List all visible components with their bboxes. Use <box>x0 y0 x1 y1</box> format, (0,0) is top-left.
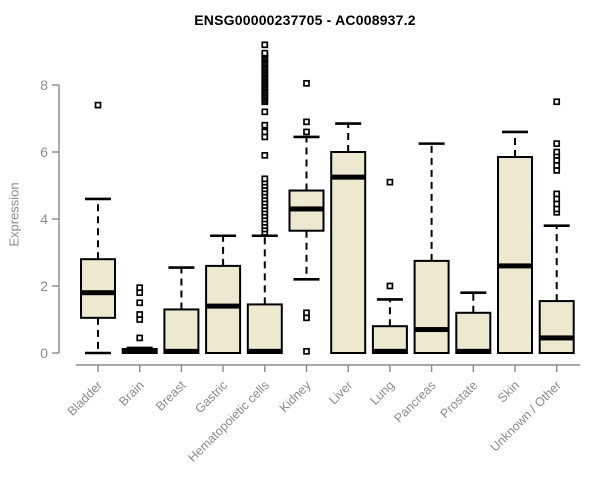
median-line <box>539 335 574 341</box>
box-group-bladder <box>80 101 116 355</box>
median-line <box>498 263 532 269</box>
outlier-point <box>553 140 561 147</box>
category-label: Unknown / Other <box>488 378 564 454</box>
median-line <box>81 290 115 296</box>
y-tick-label: 0 <box>40 345 48 361</box>
category-label: Lung <box>367 378 397 408</box>
median-line <box>372 348 407 354</box>
outlier-point <box>261 152 269 159</box>
category-label: Gastric <box>192 378 230 416</box>
box-group-brain <box>121 284 158 355</box>
outlier-point <box>261 41 269 49</box>
category-label: Kidney <box>277 378 314 415</box>
outlier-point <box>386 178 394 186</box>
y-tick-label: 6 <box>40 144 48 160</box>
box-group-lung <box>371 178 408 355</box>
outlier-point <box>553 190 561 198</box>
outlier-point <box>261 175 269 183</box>
median-line <box>206 303 241 309</box>
outlier-point <box>553 148 561 156</box>
chart-title: ENSG00000237705 - AC008937.2 <box>194 12 416 28</box>
median-line <box>456 348 491 354</box>
outlier-point <box>261 49 269 57</box>
box-group-gastric <box>205 234 242 354</box>
outlier-point <box>136 334 144 342</box>
outlier-point <box>303 128 310 136</box>
box-group-breast <box>163 266 200 355</box>
iqr-box <box>246 303 283 354</box>
outlier-point <box>303 347 310 355</box>
iqr-box <box>205 264 242 354</box>
category-label: Liver <box>326 378 355 407</box>
category-label: Skin <box>495 378 522 405</box>
iqr-box <box>497 156 533 354</box>
median-line <box>331 174 366 180</box>
median-line <box>414 327 449 333</box>
outlier-point <box>261 128 269 136</box>
iqr-box <box>538 300 575 355</box>
outlier-point <box>303 118 310 126</box>
outlier-point <box>94 101 102 109</box>
outlier-point <box>136 311 144 318</box>
outlier-point <box>553 98 561 106</box>
median-line <box>247 348 282 354</box>
outlier-point <box>303 309 310 317</box>
box-group-kidney <box>288 79 325 355</box>
box-group-prostate <box>455 291 492 354</box>
y-tick-label: 8 <box>40 77 48 93</box>
y-axis: 0 2 4 6 8 <box>40 77 60 361</box>
box-group-liver <box>330 122 367 354</box>
iqr-box <box>163 308 200 355</box>
outlier-point <box>136 284 144 292</box>
outlier-point <box>261 108 269 116</box>
box-group-skin <box>497 130 533 354</box>
category-label: Brain <box>116 378 147 409</box>
iqr-box <box>413 259 450 354</box>
median-line <box>289 206 324 212</box>
y-tick-label: 2 <box>40 278 48 294</box>
box-group-unknown-other <box>538 98 575 355</box>
outlier-point <box>303 79 310 87</box>
box-group-hematopoietic-cells <box>246 41 283 354</box>
category-label: Hematopoietic cells <box>185 378 272 465</box>
median-line <box>122 348 157 354</box>
category-label: Prostate <box>438 378 481 421</box>
iqr-box <box>330 151 367 354</box>
outlier-point <box>261 121 269 129</box>
iqr-box <box>455 311 492 354</box>
category-label: Bladder <box>65 378 105 418</box>
y-tick-label: 4 <box>40 211 48 227</box>
category-label: Breast <box>153 378 189 414</box>
iqr-box <box>80 258 116 319</box>
box-group-pancreas <box>413 142 450 354</box>
outlier-point <box>136 299 144 307</box>
median-line <box>164 348 199 354</box>
category-label: Pancreas <box>391 378 438 425</box>
outlier-point <box>386 282 394 290</box>
iqr-box <box>371 325 408 355</box>
